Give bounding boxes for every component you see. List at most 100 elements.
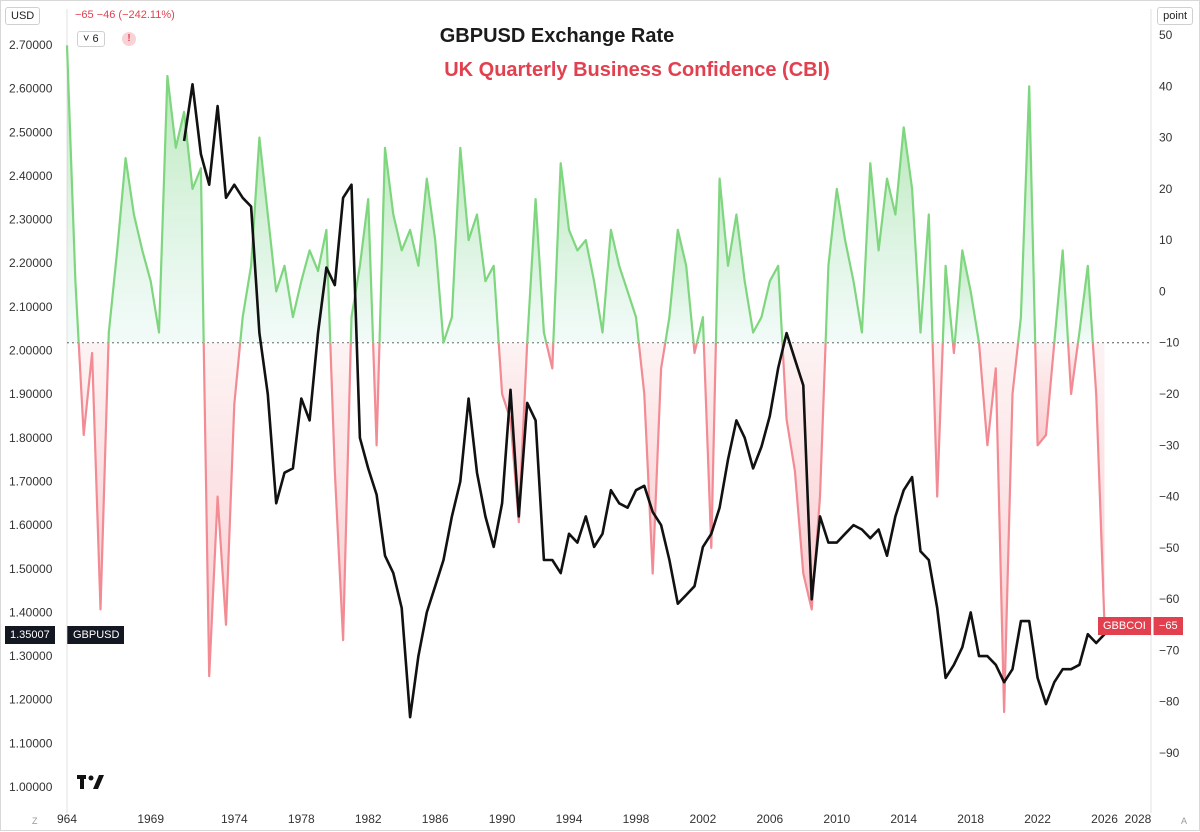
- left-tick-label: 2.30000: [9, 213, 53, 227]
- left-tick-label: 1.50000: [9, 562, 53, 576]
- cbi-negative-line: [372, 342, 381, 447]
- cbi-positive-line: [1053, 249, 1070, 343]
- left-tick-label: 1.20000: [9, 693, 53, 707]
- cbi-positive-line: [714, 177, 784, 343]
- x-tick-label: 1982: [355, 812, 382, 826]
- right-tick-label: 40: [1159, 79, 1173, 93]
- x-tick-label: 1990: [489, 812, 516, 826]
- cbi-positive-area: [379, 147, 499, 343]
- x-tick-label: 2006: [756, 812, 783, 826]
- right-tick-label: −40: [1159, 490, 1180, 504]
- cbi-positive-area: [1054, 250, 1069, 343]
- left-tick-label: 1.10000: [9, 736, 53, 750]
- right-tick-label: 10: [1159, 233, 1173, 247]
- cbi-negative-line: [951, 342, 956, 355]
- right-tick-label: 20: [1159, 182, 1173, 196]
- currency-label[interactable]: USD: [5, 7, 41, 25]
- chart-subtitle: UK Quarterly Business Confidence (CBI): [444, 59, 830, 81]
- right-tick-label: −90: [1159, 746, 1180, 760]
- cbi-positive-line: [526, 198, 548, 343]
- right-tick-label: −50: [1159, 541, 1180, 555]
- timezone-icon[interactable]: Z: [32, 816, 38, 826]
- tradingview-logo-icon[interactable]: [77, 773, 107, 791]
- cbi-positive-line: [824, 126, 934, 343]
- right-tick-label: −60: [1159, 592, 1180, 606]
- cbi-positive-area: [240, 137, 331, 343]
- x-tick-label: 1969: [137, 812, 164, 826]
- gbpusd-price-tag: 1.35007: [5, 626, 55, 644]
- warning-icon[interactable]: !: [122, 32, 136, 46]
- cbi-negative-line: [77, 342, 110, 611]
- cbi-negative-line: [329, 342, 352, 642]
- right-tick-label: −70: [1159, 643, 1180, 657]
- cbi-negative-area: [1092, 342, 1105, 625]
- cbi-negative-line: [702, 342, 717, 550]
- left-tick-label: 2.40000: [9, 169, 53, 183]
- cbi-negative-area: [979, 342, 1019, 712]
- right-tick-label: −80: [1159, 695, 1180, 709]
- x-tick-label: 1986: [422, 812, 449, 826]
- cbi-positive-area: [715, 178, 783, 343]
- left-tick-label: 2.00000: [9, 344, 53, 358]
- left-tick-label: 2.10000: [9, 300, 53, 314]
- chart-title: GBPUSD Exchange Rate: [440, 25, 675, 47]
- cbi-positive-line: [664, 228, 695, 343]
- left-tick-label: 1.00000: [9, 780, 53, 794]
- left-tick-label: 2.20000: [9, 256, 53, 270]
- cbi-negative-line: [1067, 342, 1080, 396]
- x-tick-label: 2014: [890, 812, 917, 826]
- series-lines: [65, 45, 1106, 719]
- cbi-positive-line: [1076, 264, 1094, 343]
- x-tick-label: 964: [57, 812, 77, 826]
- cbi-positive-line: [953, 249, 981, 343]
- left-tick-label: 1.80000: [9, 431, 53, 445]
- cbi-positive-line: [239, 136, 332, 343]
- left-tick-label: 1.40000: [9, 605, 53, 619]
- cbi-negative-area: [782, 342, 826, 610]
- left-tick-label: 2.70000: [9, 38, 53, 52]
- confidence-areas: [67, 45, 1105, 712]
- cbi-positive-line: [552, 162, 640, 343]
- cbi-negative-area: [330, 342, 351, 641]
- cbi-positive-line: [107, 74, 205, 343]
- x-tick-label: 1978: [288, 812, 315, 826]
- x-tick-label: 1974: [221, 812, 248, 826]
- cbi-positive-line: [941, 264, 954, 343]
- cbi-positive-line: [695, 316, 705, 343]
- auto-scale-icon[interactable]: A: [1181, 816, 1188, 826]
- unit-label[interactable]: point: [1157, 7, 1193, 25]
- right-tick-label: 0: [1159, 284, 1166, 298]
- left-tick-label: 1.30000: [9, 649, 53, 663]
- cbi-positive-area: [665, 229, 694, 343]
- cbi-negative-area: [932, 342, 943, 497]
- cbi-negative-line: [1091, 342, 1106, 625]
- x-tick-label: 1994: [556, 812, 583, 826]
- right-tick-label: 50: [1159, 28, 1173, 42]
- cbi-positive-line: [1017, 85, 1037, 343]
- x-tick-label: 2022: [1024, 812, 1051, 826]
- gbpusd-line: [182, 83, 1106, 719]
- cbi-negative-line: [202, 342, 242, 678]
- left-tick-label: 2.60000: [9, 82, 53, 96]
- right-tick-label: −20: [1159, 387, 1180, 401]
- cbi-positive-line: [378, 146, 500, 344]
- right-tick-label: 30: [1159, 131, 1173, 145]
- x-tick-label: 2002: [690, 812, 717, 826]
- indicators-collapse-button[interactable]: ˅ 6: [77, 31, 105, 47]
- left-tick-label: 1.90000: [9, 387, 53, 401]
- cbi-positive-area: [825, 127, 933, 343]
- left-tick-label: 1.60000: [9, 518, 53, 532]
- change-readout: −65 −46 (−242.11%): [75, 9, 175, 21]
- right-tick-label: −10: [1159, 336, 1180, 350]
- left-tick-label: 2.50000: [9, 125, 53, 139]
- cbi-positive-line: [65, 45, 80, 343]
- cbi-negative-line: [977, 342, 1020, 714]
- cbi-symbol-tag: GBBCOI: [1098, 617, 1151, 635]
- cbi-value-tag: −65: [1153, 617, 1183, 635]
- cbi-negative-line: [637, 342, 667, 575]
- right-tick-label: −30: [1159, 438, 1180, 452]
- x-tick-label: 2018: [957, 812, 984, 826]
- cbi-negative-line: [1034, 342, 1056, 447]
